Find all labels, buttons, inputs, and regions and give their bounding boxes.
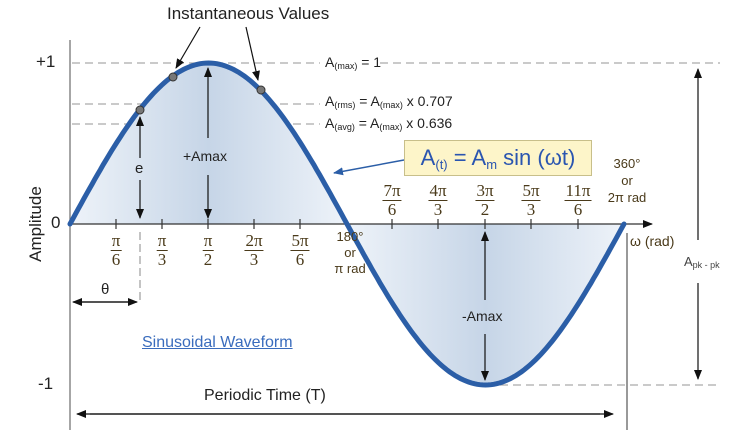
full-period-label: 360° or 2π rad (607, 156, 647, 205)
y-tick-minus-one: -1 (38, 374, 54, 393)
positive-half-fill (70, 63, 347, 224)
pk-pk-label: Apk - pk (684, 254, 720, 270)
formula-box: A(t) = Am sin (ωt) (404, 140, 592, 176)
y-tick-plus-one: +1 (36, 52, 56, 71)
x-tick-label: 4π 3 (428, 181, 448, 219)
x-axis-label: ω (rad) (630, 233, 675, 249)
sinusoidal-waveform-link[interactable]: Sinusoidal Waveform (142, 334, 293, 351)
x-tick-label: 5π 6 (290, 231, 310, 269)
x-tick-label: 3π 2 (475, 181, 495, 219)
x-tick-label: 5π 3 (521, 181, 541, 219)
pos-amax-label: +Amax (183, 148, 227, 164)
aavg-annotation: A(avg) = A(max) x 0.636 (325, 115, 453, 132)
half-period-label: 180° or π rad (334, 229, 366, 276)
e-label: e (135, 160, 144, 177)
y-tick-zero: 0 (51, 213, 61, 232)
x-tick-label: 7π 6 (382, 181, 402, 219)
instantaneous-points (135, 72, 266, 115)
negative-half-fill (347, 224, 624, 385)
y-axis-label: Amplitude (26, 186, 45, 262)
amax-annotation: A(max) = 1 (325, 54, 382, 71)
diagram-title: Instantaneous Values (167, 4, 330, 23)
theta-label: θ (101, 281, 110, 298)
x-tick-label: 2π 3 (244, 231, 264, 269)
x-tick-label: 11π 6 (564, 181, 592, 219)
arms-annotation: A(rms) = A(max) x 0.707 (325, 93, 453, 110)
periodic-time-label: Periodic Time (T) (204, 387, 326, 404)
sine-curve (67, 60, 627, 388)
neg-amax-label: -Amax (462, 308, 503, 324)
